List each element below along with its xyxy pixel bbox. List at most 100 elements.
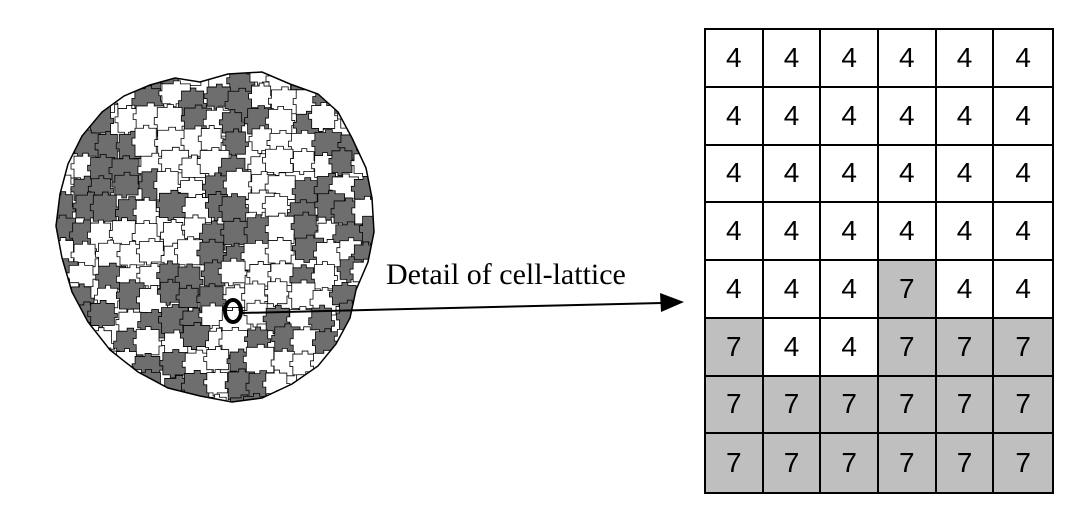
- lattice-cell: 4: [763, 318, 822, 377]
- lattice-cell: 4: [821, 318, 879, 377]
- dark-cell-patch: [355, 397, 374, 402]
- callout-arrow-line: [240, 302, 663, 314]
- lattice-cell: 7: [994, 318, 1052, 377]
- light-cell-patch: [284, 389, 317, 402]
- arrow-head-icon: [660, 293, 684, 312]
- lattice-cell: 4: [936, 261, 995, 319]
- lattice-cell: 7: [706, 434, 764, 492]
- dark-cell-patch: [111, 171, 142, 199]
- callout-label: Detail of cell-lattice: [386, 258, 626, 291]
- dark-cell-patch: [65, 346, 101, 380]
- dark-cell-patch: [69, 375, 103, 402]
- lattice-cell: 4: [706, 261, 764, 319]
- dark-cell-patch: [152, 388, 180, 402]
- dark-cell-patch: [331, 82, 361, 110]
- lattice-cell: 7: [763, 434, 822, 492]
- light-cell-patch: [139, 395, 171, 402]
- lattice-cell: 7: [936, 318, 995, 377]
- lattice-cell: 4: [994, 30, 1052, 88]
- light-cell-patch: [358, 72, 374, 90]
- lattice-cell: 4: [879, 87, 937, 146]
- lattice-cell: 7: [994, 376, 1052, 435]
- lattice-cell: 4: [936, 87, 995, 146]
- lattice-cell: 7: [879, 261, 937, 319]
- light-cell-patch: [197, 125, 225, 154]
- lattice-cell: 7: [936, 376, 995, 435]
- lattice-cell: 4: [821, 203, 879, 261]
- light-cell-patch: [349, 352, 374, 383]
- aggregate-outline: [55, 71, 375, 403]
- light-cell-patch: [71, 322, 103, 351]
- light-cell-patch: [86, 371, 121, 400]
- dark-cell-patch: [175, 284, 202, 311]
- lattice-cell: 4: [821, 261, 879, 319]
- cell-aggregate: [56, 72, 374, 402]
- light-cell-patch: [85, 85, 119, 116]
- lattice-cell: 7: [821, 376, 879, 435]
- lattice-cell: 4: [706, 30, 764, 88]
- lattice-cell: 4: [706, 145, 764, 204]
- light-cell-patch: [293, 371, 323, 401]
- light-cell-patch: [56, 84, 79, 114]
- light-cell-patch: [337, 101, 368, 132]
- light-cell-patch: [87, 390, 122, 402]
- lattice-cell: 7: [936, 434, 995, 492]
- light-cell-patch: [88, 72, 117, 98]
- light-cell-patch: [132, 326, 163, 359]
- dark-cell-patch: [87, 300, 118, 329]
- light-cell-patch: [327, 392, 356, 402]
- dark-cell-patch: [328, 147, 356, 177]
- dark-cell-patch: [353, 329, 374, 356]
- light-cell-patch: [86, 327, 116, 363]
- light-cell-patch: [264, 237, 295, 267]
- dark-cell-patch: [309, 375, 344, 402]
- light-cell-patch: [351, 195, 374, 228]
- light-cell-patch: [290, 148, 318, 175]
- light-cell-patch: [217, 257, 249, 287]
- lattice-cell: 4: [994, 203, 1052, 261]
- dark-cell-patch: [73, 81, 105, 117]
- light-cell-patch: [56, 106, 76, 134]
- lattice-cell: 7: [879, 434, 937, 492]
- dark-cell-patch: [358, 104, 374, 138]
- dark-cell-patch: [56, 366, 77, 393]
- lattice-cell: 7: [821, 434, 879, 492]
- light-cell-patch: [262, 145, 297, 176]
- light-cell-patch: [56, 72, 81, 97]
- lattice-cell: 7: [879, 318, 937, 377]
- light-cell-patch: [306, 396, 341, 402]
- lattice-cell: 4: [821, 145, 879, 204]
- light-cell-patch: [308, 102, 339, 132]
- lattice-cell: 4: [936, 203, 995, 261]
- lattice-cell: 7: [763, 376, 822, 435]
- lattice-cell: 4: [879, 30, 937, 88]
- light-cell-patch: [264, 278, 291, 308]
- dark-cell-patch: [131, 369, 164, 402]
- dark-cell-patch: [66, 397, 95, 402]
- lattice-cell: 4: [763, 203, 822, 261]
- dark-cell-patch: [328, 346, 363, 376]
- lattice-cell: 4: [821, 87, 879, 146]
- lattice-cell: 4: [994, 87, 1052, 146]
- dark-cell-patch: [306, 72, 333, 93]
- dark-cell-patch: [89, 191, 120, 225]
- lattice-cell: 4: [879, 203, 937, 261]
- light-cell-patch: [349, 258, 374, 286]
- lattice-cell: 4: [936, 145, 995, 204]
- light-cell-patch: [203, 346, 233, 374]
- light-cell-patch: [248, 82, 275, 112]
- light-cell-patch: [353, 302, 374, 336]
- lattice-cell: 4: [763, 261, 822, 319]
- light-cell-patch: [56, 327, 87, 361]
- light-cell-patch: [350, 371, 374, 402]
- lattice-cell: 4: [936, 30, 995, 88]
- lattice-cell: 4: [821, 30, 879, 88]
- lattice-cell: 7: [879, 376, 937, 435]
- dark-cell-patch: [331, 72, 366, 91]
- detail-circle-marker: [223, 298, 243, 324]
- lattice-cell: 7: [706, 376, 764, 435]
- lattice-cell: 7: [706, 318, 764, 377]
- light-cell-patch: [56, 349, 77, 384]
